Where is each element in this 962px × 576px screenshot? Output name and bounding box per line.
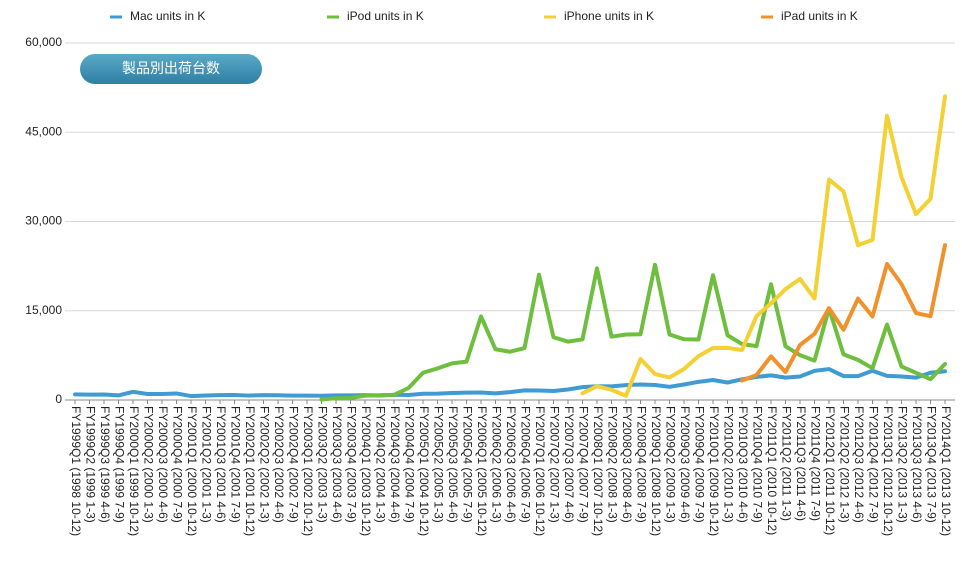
x-tick-label: FY2009Q1 (2008 10-12) [649,406,663,536]
legend-label: Mac units in K [130,9,205,23]
series-line [580,94,947,398]
x-tick-label: FY2009Q2 (2009 1-3) [663,406,677,523]
x-tick-label: FY2002Q2 (2002 1-3) [257,406,271,523]
x-tick-label: FY2001Q3 (2001 4-6) [214,406,228,523]
x-tick-label: FY2003Q2 (2003 1-3) [315,406,329,523]
x-tick-label: FY2010Q1 (2009 10-12) [707,406,721,536]
x-tick-label: FY2000Q4 (2000 7-9) [170,406,184,523]
button-label[interactable]: 製品別出荷台数 [122,61,220,77]
x-tick-label: FY2003Q4 (2003 7-9) [344,406,358,523]
x-tick-label: FY1999Q1 (1998 10-12) [69,406,83,536]
x-tick-label: FY2005Q2 (2005 1-3) [431,406,445,523]
x-tick-label: FY2010Q4 (2010 7-9) [750,406,764,523]
x-tick-label: FY2011Q1 (2010 10-12) [765,406,779,535]
series-line [319,262,947,402]
x-tick-label: FY2002Q1 (2001 10-12) [243,406,257,536]
x-tick-label: FY2009Q4 (2009 7-9) [692,406,706,523]
x-tick-label: FY2001Q4 (2001 7-9) [228,406,242,523]
x-tick-label: FY2004Q3 (2004 4-6) [388,406,402,523]
x-tick-label: FY2007Q1 (2006 10-12) [533,406,547,536]
x-tick-label: FY2012Q2 (2012 1-3) [837,406,851,523]
y-tick-label: 0 [55,392,62,406]
x-tick-label: FY2009Q3 (2009 4-6) [678,406,692,523]
y-tick-label: 15,000 [25,303,62,317]
x-tick-label: FY2001Q1 (2000 10-12) [185,406,199,536]
x-tick-label: FY2005Q4 (2005 7-9) [460,406,474,523]
x-tick-label: FY2006Q2 (2006 1-3) [489,406,503,523]
x-tick-label: FY1999Q3 (1999 4-6) [98,406,112,523]
x-tick-label: FY2011Q3 (2011 4-6) [794,406,808,521]
x-tick-label: FY2000Q3 (2000 4-6) [156,406,170,523]
x-tick-label: FY1999Q4 (1999 7-9) [112,406,126,523]
x-tick-label: FY2008Q1 (2007 10-12) [591,406,605,536]
x-tick-label: FY2006Q4 (2006 7-9) [518,406,532,523]
x-tick-label: FY2008Q2 (2008 1-3) [605,406,619,523]
x-tick-label: FY2007Q3 (2007 4-6) [562,406,576,523]
x-tick-label: FY2014Q1 (2013 10-12) [939,406,953,536]
legend-label: iPad units in K [781,9,858,23]
x-tick-label: FY2012Q4 (2012 7-9) [866,406,880,523]
x-tick-label: FY2002Q4 (2002 7-9) [286,406,300,523]
x-tick-label: FY2013Q4 (2013 7-9) [924,406,938,523]
button[interactable] [80,54,262,84]
x-tick-label: FY1999Q2 (1999 1-3) [83,406,97,523]
legend-label: iPod units in K [347,9,424,23]
x-tick-label: FY2008Q3 (2008 4-6) [620,406,634,523]
x-tick-label: FY2013Q3 (2013 4-6) [910,406,924,523]
x-tick-label: FY2011Q2 (2011 1-3) [779,406,793,521]
x-tick-label: FY2012Q3 (2012 4-6) [852,406,866,523]
x-tick-label: FY2000Q2 (2000 1-3) [141,406,155,523]
x-tick-label: FY2006Q1 (2005 10-12) [475,406,489,536]
y-tick-label: 45,000 [25,124,62,138]
x-tick-label: FY2008Q4 (2008 7-9) [634,406,648,523]
x-tick-label: FY2004Q4 (2004 7-9) [402,406,416,523]
x-tick-label: FY2005Q3 (2005 4-6) [446,406,460,523]
y-tick-label: 60,000 [25,35,62,49]
legend-label: iPhone units in K [564,9,654,23]
x-tick-label: FY2007Q2 (2007 1-3) [547,406,561,523]
x-tick-label: FY2001Q2 (2001 1-3) [199,406,213,523]
x-tick-label: FY2011Q4 (2011 7-9) [808,406,822,521]
x-tick-label: FY2004Q2 (2004 1-3) [373,406,387,523]
x-tick-label: FY2003Q1 (2002 10-12) [301,406,315,536]
y-tick-label: 30,000 [25,214,62,228]
series-line [73,367,947,399]
x-tick-label: FY2004Q1 (2003 10-12) [359,406,373,536]
x-tick-label: FY2007Q4 (2007 7-9) [576,406,590,523]
x-tick-label: FY2013Q2 (2013 1-3) [895,406,909,523]
x-tick-label: FY2013Q1 (2012 10-12) [881,406,895,536]
x-tick-label: FY2006Q3 (2006 4-6) [504,406,518,523]
x-tick-label: FY2002Q3 (2002 4-6) [272,406,286,523]
x-tick-label: FY2005Q1 (2004 10-12) [417,406,431,536]
x-tick-label: FY2012Q1 (2011 10-12) [823,406,837,535]
x-tick-label: FY2010Q3 (2010 4-6) [736,406,750,523]
series-line [740,243,947,383]
x-tick-label: FY2010Q2 (2010 1-3) [721,406,735,523]
x-tick-label: FY2000Q1 (1999 10-12) [127,406,141,536]
x-tick-label: FY2003Q3 (2003 4-6) [330,406,344,523]
